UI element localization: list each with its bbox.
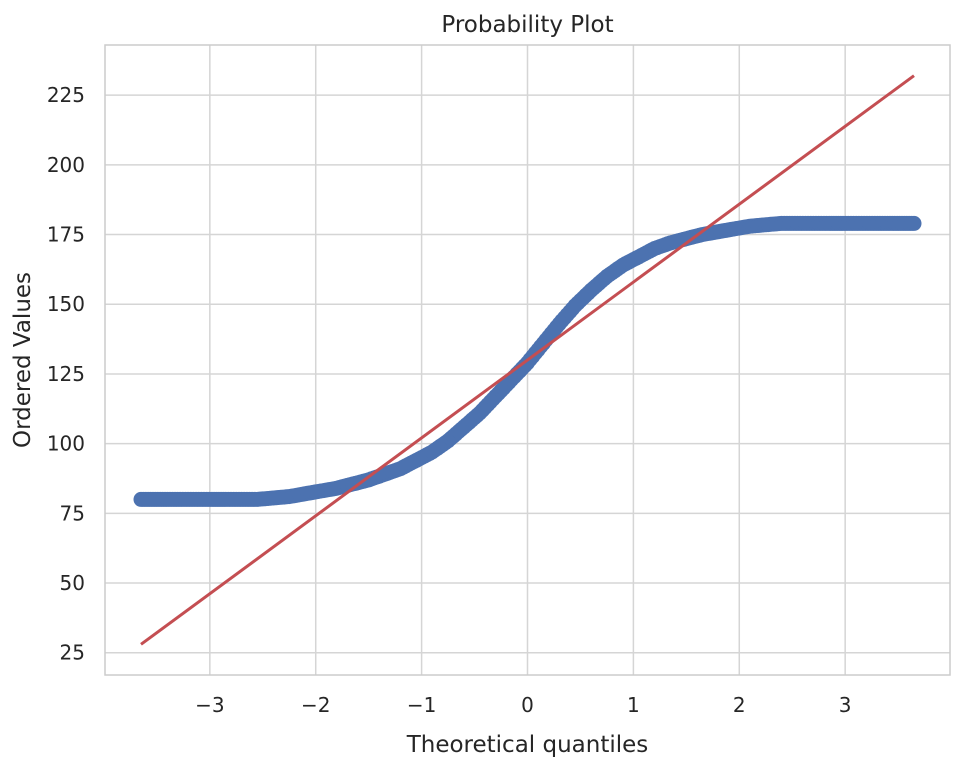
- y-axis-label: Ordered Values: [10, 272, 36, 448]
- chart-title: Probability Plot: [441, 12, 613, 38]
- x-tick-label: 2: [733, 693, 746, 717]
- x-tick-label: 0: [521, 693, 534, 717]
- y-tick-label: 50: [60, 571, 85, 595]
- y-tick-label: 75: [60, 501, 85, 525]
- x-tick-label: 3: [839, 693, 852, 717]
- y-tick-label: 100: [47, 432, 85, 456]
- fit-line: [140, 74, 915, 646]
- y-tick-label: 125: [47, 362, 85, 386]
- x-tick-label: 1: [627, 693, 640, 717]
- x-tick-label: −2: [301, 693, 330, 717]
- y-tick-label: 25: [60, 641, 85, 665]
- y-tick-label: 175: [47, 223, 85, 247]
- y-tick-label: 150: [47, 292, 85, 316]
- grid: [105, 45, 950, 675]
- data-marks: [133, 74, 922, 646]
- plot-frame: [104, 44, 951, 676]
- y-tick-label: 200: [47, 153, 85, 177]
- y-tick-label: 225: [47, 83, 85, 107]
- tick-labels: −3 −2 −1 0 1 2 3 25 50 75 100 125 150 175 200 225: [47, 83, 852, 717]
- x-axis-label: Theoretical quantiles: [406, 732, 649, 758]
- x-tick-label: −1: [407, 693, 436, 717]
- data-point: [906, 215, 922, 231]
- x-tick-label: −3: [195, 693, 224, 717]
